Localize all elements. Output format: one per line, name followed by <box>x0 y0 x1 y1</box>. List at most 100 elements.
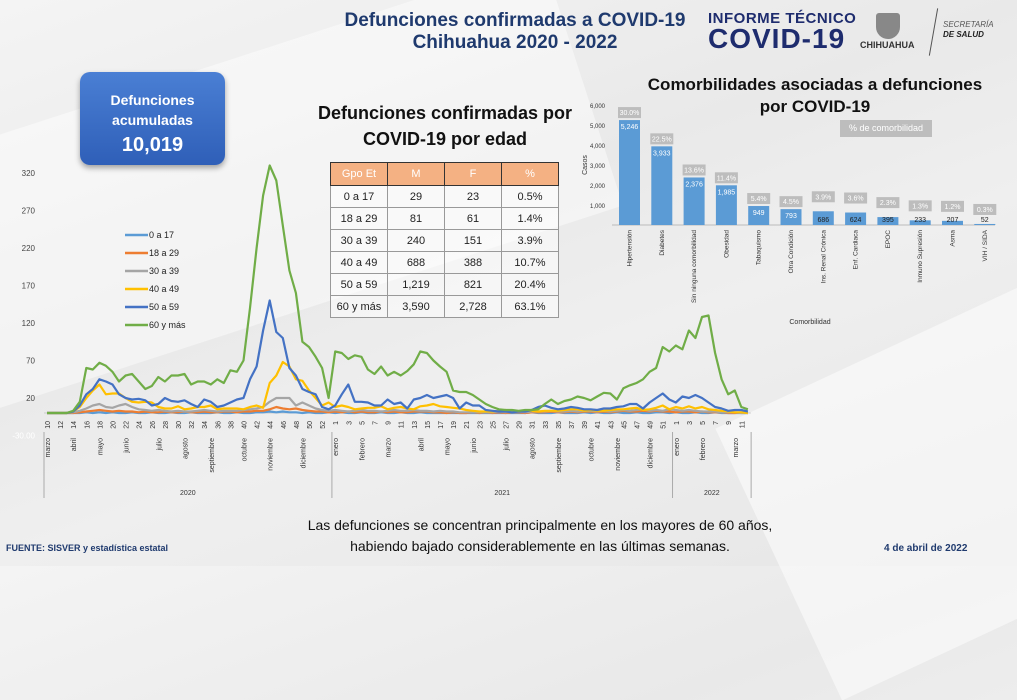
bar-xlabel: Comorbilidad <box>789 319 830 326</box>
card-value: 10,019 <box>121 134 184 156</box>
week-tick-label: 36 <box>215 421 222 429</box>
state-logo-text: CHIHUAHUA <box>860 40 915 50</box>
pct-label: 3.9% <box>815 194 831 201</box>
month-label: noviembre <box>615 438 622 471</box>
month-label: julio <box>156 438 163 452</box>
bar-category-label: Otra Condición <box>788 230 795 274</box>
month-label: diciembre <box>300 438 307 468</box>
month-label: mayo <box>445 438 452 455</box>
week-tick-label: 27 <box>504 421 511 429</box>
bar-6 <box>812 211 834 225</box>
pct-label-box <box>747 193 771 205</box>
week-tick-label: 48 <box>294 421 301 429</box>
week-tick-label: 25 <box>490 421 497 429</box>
week-tick-label: 43 <box>608 421 615 429</box>
pct-label: 1.3% <box>912 203 928 210</box>
week-tick-label: 16 <box>84 421 91 429</box>
bar-ytick-label: 6,000 <box>590 104 606 110</box>
bar-2 <box>683 177 705 225</box>
year-label: 2020 <box>180 490 196 497</box>
bar-7 <box>845 212 867 225</box>
series-line-30-a-39 <box>47 396 748 415</box>
week-tick-label: 45 <box>621 421 628 429</box>
week-tick-label: 50 <box>307 421 314 429</box>
pct-label: 30.0% <box>620 110 640 117</box>
week-tick-label: 9 <box>726 421 733 425</box>
week-tick-label: 51 <box>661 421 668 429</box>
line-ytick-label: 20 <box>26 394 35 403</box>
source-note: FUENTE: SISVER y estadística estatal <box>6 543 169 553</box>
bar-8 <box>877 217 899 225</box>
table-cell: 0 a 17 <box>330 185 388 208</box>
sec-line-1: SECRETARÍA <box>943 20 994 29</box>
brand-logo: INFORME TÉCNICO COVID-19 <box>708 11 856 53</box>
title-line-2: Chihuahua 2020 - 2022 <box>412 32 618 53</box>
week-tick-label: 1 <box>674 421 681 425</box>
summary-note: Las defunciones se concentran principalm… <box>260 515 820 557</box>
bar-category-label: Sin ninguna comorbilidad <box>691 230 698 303</box>
legend-label: 0 a 17 <box>149 230 174 240</box>
bar-9 <box>909 220 931 225</box>
bar-ytick-label: 3,000 <box>590 164 606 170</box>
bar-value-label: 2,376 <box>685 181 703 188</box>
age-table-title-1: Defunciones confirmadas por <box>317 103 573 123</box>
week-tick-label: 9 <box>386 421 393 425</box>
bar-category-label: Asma <box>950 230 957 247</box>
week-tick-label: 22 <box>124 421 131 429</box>
week-tick-label: 3 <box>687 421 694 425</box>
week-tick-label: 33 <box>543 421 550 429</box>
table-cell: 821 <box>444 273 502 296</box>
table-cell: 0.5% <box>501 185 559 208</box>
age-table: Gpo Et M F % 0 a 17 29 23 0.5% 18 a 29 81 61 1.… <box>330 162 559 318</box>
week-tick-label: 24 <box>137 421 144 429</box>
page-title: Defunciones confirmadas a COVID-19 Chihu… <box>300 10 730 54</box>
col-header: % <box>501 162 559 186</box>
bar-value-label: 793 <box>785 213 797 220</box>
bar-value-label: 949 <box>753 210 765 217</box>
pct-label: 11.4% <box>717 175 736 182</box>
week-tick-label: 21 <box>464 421 471 429</box>
week-tick-label: 13 <box>412 421 419 429</box>
legend-label: 40 a 49 <box>149 284 179 294</box>
bar-value-label: 207 <box>947 217 959 224</box>
week-tick-label: 34 <box>202 421 209 429</box>
week-tick-label: 41 <box>595 421 602 429</box>
accumulated-deaths-card: Defunciones acumuladas 10,019 <box>80 72 225 165</box>
month-label: enero <box>674 438 681 456</box>
month-label: abril <box>71 438 78 452</box>
month-label: marzo <box>733 438 740 458</box>
table-cell: 3.9% <box>501 229 559 252</box>
week-tick-label: 7 <box>713 421 720 425</box>
bar-value-label: 52 <box>981 217 989 224</box>
pct-label-box <box>844 192 868 204</box>
month-label: noviembre <box>268 438 275 471</box>
week-tick-label: 14 <box>71 421 78 429</box>
bar-value-label: 395 <box>882 217 894 224</box>
age-table-title-2: COVID-19 por edad <box>362 129 528 149</box>
bar-value-label: 1,985 <box>718 189 736 196</box>
week-tick-label: 30 <box>176 421 183 429</box>
year-label: 2022 <box>704 490 720 497</box>
month-label: junio <box>124 438 131 454</box>
week-tick-label: 52 <box>320 421 327 429</box>
week-tick-label: 46 <box>281 421 288 429</box>
week-tick-label: 11 <box>399 421 406 428</box>
bar-category-label: VIH / SIDA <box>982 229 989 261</box>
bar-ytick-label: 4,000 <box>590 144 606 150</box>
bar-category-label: EPOC <box>885 230 892 249</box>
year-label: 2021 <box>494 490 510 497</box>
line-ytick-label: 270 <box>22 207 36 216</box>
table-row: 0 a 17 29 23 0.5% <box>330 185 559 208</box>
shield-icon <box>876 13 900 39</box>
bar-category-label: Obesidad <box>723 230 730 258</box>
week-tick-label: 37 <box>569 421 576 429</box>
report-date: 4 de abril de 2022 <box>884 543 968 554</box>
pct-label: 1.2% <box>945 204 961 211</box>
table-row: 50 a 59 1,219 821 20.4% <box>330 273 559 296</box>
table-cell: 50 a 59 <box>330 273 388 296</box>
week-tick-label: 20 <box>111 421 118 429</box>
pct-label-box <box>714 172 738 184</box>
week-tick-label: 19 <box>451 421 458 429</box>
month-label: julio <box>504 438 511 452</box>
week-tick-label: 3 <box>346 421 353 425</box>
